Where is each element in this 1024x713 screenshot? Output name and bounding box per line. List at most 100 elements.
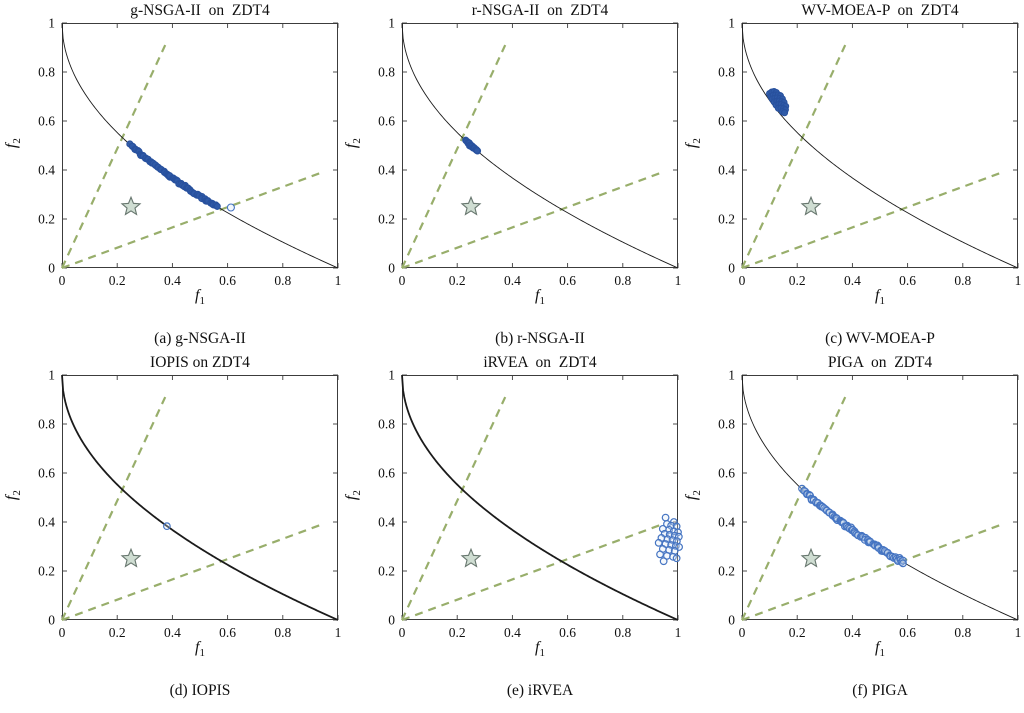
solution-point	[213, 202, 221, 210]
solution-point	[654, 538, 663, 547]
subplot-f-piga: PIGA on ZDT4 f2 0 0 0.2 0.2 0.4 0.4 0.6 0.6 0.8 0…	[680, 352, 1024, 704]
subplot-a-g-nsga-ii: g-NSGA-II on ZDT4 f2 0 0 0.2 0.2 0.4 0.4 0.6 0.…	[0, 0, 344, 352]
plot-canvas: 00 0.2 0.2 0.4 0.4 0.6 0.6 0.8 0.8 1 1	[378, 16, 681, 289]
y-tick-label: 0.4	[38, 163, 55, 178]
solution-point	[899, 559, 907, 568]
axes-frame	[742, 375, 1018, 620]
solution-point	[162, 522, 171, 531]
y-tick-label: 0.4	[378, 163, 395, 178]
x-tick-label: 0.8	[954, 273, 971, 288]
y-tick-label: 1	[728, 16, 735, 31]
axis-ticks: 00 0.2 0.2 0.4 0.4 0.6 0.6 0.8 0.8 1 1	[38, 368, 341, 641]
x-axis-label: f1	[875, 287, 885, 308]
axes-frame	[62, 23, 338, 268]
plot-title: PIGA on ZDT4	[827, 354, 933, 371]
x-tick-label: 0.4	[844, 273, 861, 288]
y-tick-label: 0.4	[718, 515, 735, 530]
y-tick-label: 0.8	[718, 65, 735, 80]
roi-line-lower	[741, 172, 1000, 270]
solution-point	[672, 554, 681, 563]
x-tick-label: 0.2	[449, 625, 466, 640]
y-tick-label: 1	[388, 368, 395, 383]
y-tick-label: 0	[728, 613, 735, 628]
pareto-front-curve	[61, 22, 339, 269]
pareto-front-curve	[401, 374, 679, 621]
x-tick-label: 1	[675, 273, 682, 288]
x-tick-label: 0	[59, 625, 66, 640]
x-tick-label: 0	[59, 273, 66, 288]
y-tick-label: 1	[48, 16, 55, 31]
y-tick-label: 0	[48, 613, 55, 628]
solution-points	[162, 522, 171, 531]
x-tick-label: 0.8	[274, 273, 291, 288]
x-tick-label: 0.2	[449, 273, 466, 288]
x-tick-label: 0	[399, 273, 406, 288]
axes-frame	[742, 23, 1018, 268]
y-tick-label: 0	[728, 261, 735, 276]
subplot-caption: (c) WV-MOEA-P	[825, 330, 935, 347]
x-axis-label: f1	[535, 287, 545, 308]
subplot-c-wv-moea-p: WV-MOEA-P on ZDT4 f2 0 0 0.2 0.2 0.4 0.4 0.6 0.…	[680, 0, 1024, 352]
plot-title: g-NSGA-II on ZDT4	[130, 2, 270, 19]
solution-point	[659, 557, 668, 566]
solution-point	[473, 147, 481, 155]
x-axis-label: f1	[535, 639, 545, 660]
y-axis-label: f2	[342, 138, 364, 149]
y-tick-label: 0.8	[378, 417, 395, 432]
reference-point-star	[460, 547, 482, 568]
x-tick-label: 1	[1015, 273, 1022, 288]
x-tick-label: 0.2	[109, 273, 126, 288]
plot-canvas: 00 0.2 0.2 0.4 0.4 0.6 0.6 0.8 0.8 1 1	[718, 368, 1021, 641]
y-tick-label: 0	[388, 261, 395, 276]
x-tick-label: 0.4	[164, 625, 181, 640]
reference-point-star	[120, 547, 142, 568]
roi-line-lower	[401, 172, 660, 270]
y-tick-label: 0.4	[378, 515, 395, 530]
y-tick-label: 1	[48, 368, 55, 383]
roi-line-upper	[61, 396, 167, 621]
y-tick-label: 0.4	[38, 515, 55, 530]
x-tick-label: 0.8	[954, 625, 971, 640]
y-tick-label: 0.2	[38, 212, 55, 227]
y-tick-label: 0	[48, 261, 55, 276]
reference-point-star	[460, 195, 482, 216]
roi-line-lower	[61, 524, 320, 622]
y-tick-label: 0.8	[378, 65, 395, 80]
axis-ticks: 00 0.2 0.2 0.4 0.4 0.6 0.6 0.8 0.8 1 1	[38, 16, 341, 289]
y-tick-label: 0.6	[378, 114, 395, 129]
y-axis-label: f2	[342, 490, 364, 501]
x-tick-label: 0.8	[274, 625, 291, 640]
axis-ticks: 00 0.2 0.2 0.4 0.4 0.6 0.6 0.8 0.8 1 1	[378, 368, 681, 641]
roi-line-upper	[741, 44, 847, 269]
y-tick-label: 0.6	[38, 114, 55, 129]
axes-frame	[62, 375, 338, 620]
axis-ticks: 00 0.2 0.2 0.4 0.4 0.6 0.6 0.8 0.8 1 1	[718, 16, 1021, 289]
x-tick-label: 0.6	[899, 273, 916, 288]
x-tick-label: 0	[739, 273, 746, 288]
y-tick-label: 0.8	[718, 417, 735, 432]
y-axis-label: f2	[2, 490, 24, 501]
x-tick-label: 0.4	[164, 273, 181, 288]
outlier-point	[226, 203, 235, 212]
plot-title: iRVEA on ZDT4	[483, 354, 597, 371]
subplot-b-r-nsga-ii: r-NSGA-II on ZDT4 f2 0 0 0.2 0.2 0.4 0.4 0.6 0.…	[340, 0, 684, 352]
plot-title: r-NSGA-II on ZDT4	[471, 2, 609, 19]
x-tick-label: 1	[675, 625, 682, 640]
plot-canvas: 00 0.2 0.2 0.4 0.4 0.6 0.6 0.8 0.8 1 1	[378, 368, 684, 640]
roi-line-upper	[401, 396, 507, 621]
plot-canvas: 00 0.2 0.2 0.4 0.4 0.6 0.6 0.8 0.8 1 1	[38, 368, 341, 641]
subplot-caption: (f) PIGA	[852, 682, 908, 699]
y-axis-label: f2	[682, 490, 704, 501]
x-tick-label: 0.6	[899, 625, 916, 640]
y-tick-label: 0.6	[718, 114, 735, 129]
x-tick-label: 1	[335, 625, 342, 640]
axis-ticks: 00 0.2 0.2 0.4 0.4 0.6 0.6 0.8 0.8 1 1	[378, 16, 681, 289]
x-tick-label: 0.6	[219, 625, 236, 640]
solution-points	[798, 484, 907, 568]
solution-point	[656, 550, 664, 559]
solution-point	[661, 513, 670, 522]
y-tick-label: 0.6	[378, 466, 395, 481]
x-axis-label: f1	[195, 287, 205, 308]
subplot-caption: (b) r-NSGA-II	[495, 330, 585, 347]
x-tick-label: 0.6	[559, 625, 576, 640]
